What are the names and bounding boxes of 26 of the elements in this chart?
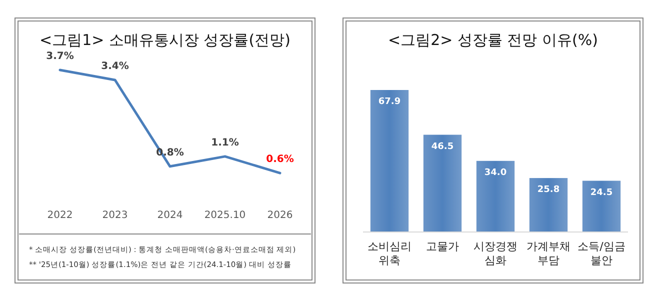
x-tick-label: 가계부채 부담	[526, 240, 570, 267]
x-tick-label: 2022	[47, 210, 73, 221]
x-tick-label: 고물가	[426, 240, 459, 253]
bar	[370, 90, 409, 232]
data-label: 67.9	[378, 97, 401, 107]
chart-title: <그림1> 소매유통시장 성장률(전망)	[40, 31, 290, 49]
x-tick-label: 2023	[102, 210, 128, 221]
x-tick-label: 소득/임금 불안	[578, 240, 626, 267]
x-tick-label: 2025.10	[204, 210, 246, 221]
data-label: 1.1%	[211, 137, 239, 148]
bar	[476, 160, 515, 232]
data-label: 25.8	[537, 185, 560, 196]
data-label: 34.0	[484, 168, 507, 178]
data-label: 24.5	[590, 188, 613, 198]
bar	[582, 180, 621, 232]
x-tick-label: 시장경쟁 심화	[474, 240, 518, 267]
x-tick-label: 2026	[267, 210, 293, 221]
data-label: 3.7%	[46, 51, 74, 62]
data-label: 3.4%	[101, 60, 129, 72]
chart-title: <그림2> 성장률 전망 이유(%)	[388, 31, 598, 49]
x-tick-label: 소비심리 위축	[368, 240, 412, 267]
x-tick-label: 2024	[157, 210, 183, 221]
data-label: 0.6%	[266, 154, 294, 166]
bar	[529, 178, 568, 232]
bar	[423, 134, 462, 232]
data-label: 46.5	[431, 142, 454, 152]
